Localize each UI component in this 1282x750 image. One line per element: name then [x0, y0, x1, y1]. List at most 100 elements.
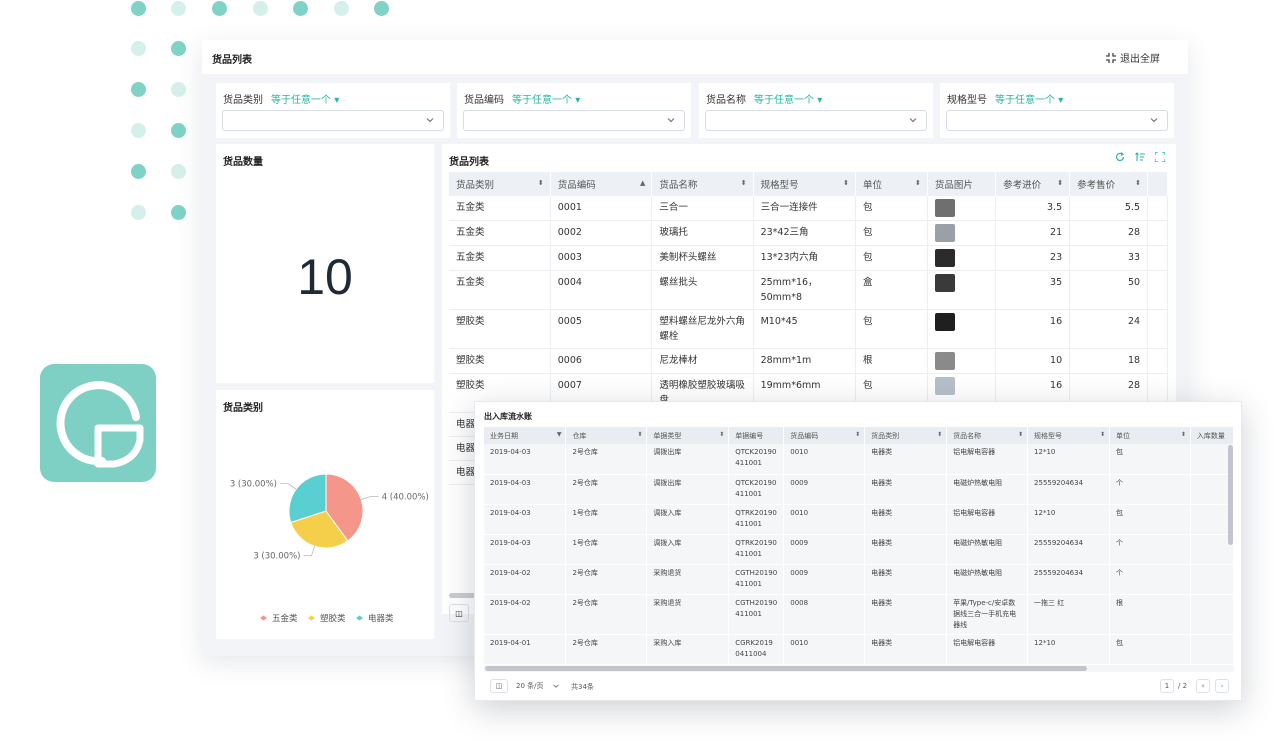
product-thumbnail[interactable]: [934, 377, 955, 395]
pie-data-label: 3 (30.00%): [253, 552, 300, 562]
product-thumbnail[interactable]: [934, 352, 955, 370]
column-settings-button[interactable]: ◫: [490, 679, 508, 693]
column-header[interactable]: 参考进价 ⬍: [995, 172, 1071, 196]
column-header[interactable]: 货品名称 ⬍: [946, 427, 1029, 444]
pie-leader-line: [279, 482, 297, 490]
cell-in-qty: [1190, 594, 1234, 635]
refresh-icon[interactable]: [1115, 152, 1125, 162]
pie-slice-1[interactable]: [325, 473, 364, 542]
column-header[interactable]: 货品编码 ▲: [550, 172, 653, 196]
column-header[interactable]: 单据类型 ⬍: [646, 427, 730, 444]
filter-select[interactable]: [222, 110, 444, 131]
fullscreen-icon[interactable]: [1155, 152, 1165, 162]
table-row[interactable]: 五金类 0004 螺丝批头 25mm*16，50mm*8 盒 35 50: [449, 270, 1168, 310]
product-thumbnail[interactable]: [934, 249, 955, 267]
cell-extra: [1147, 196, 1168, 221]
sort-icon[interactable]: [1135, 152, 1145, 162]
table-row[interactable]: 2019-04-01 2号仓库 采购入库 CGRK20190411004 0010 电器类…: [484, 634, 1234, 665]
filter-operator-label: 等于任意一个: [754, 95, 814, 106]
dashboard-header: 货品列表 退出全屏: [202, 40, 1188, 74]
table-row[interactable]: 五金类 0002 玻璃托 23*42三角包 21 28: [449, 220, 1168, 246]
column-header[interactable]: 单位 ⬍: [1109, 427, 1191, 444]
horizontal-scrollbar[interactable]: [485, 666, 1087, 671]
caret-down-icon: ▾: [1058, 95, 1064, 106]
table-row[interactable]: 五金类 0003 美制杯头螺丝 13*23内六角包 23 33: [449, 245, 1168, 271]
sort-asc-icon: ▲: [639, 179, 646, 187]
vertical-scrollbar[interactable]: [1228, 445, 1233, 545]
cell-unit: 个: [1109, 534, 1191, 565]
column-header[interactable]: 货品图片: [927, 172, 997, 196]
table-row[interactable]: 塑胶类 0006 尼龙棒材 28mm*1m 根 10 18: [449, 348, 1168, 374]
dot: [253, 1, 268, 16]
column-header-label: 规格型号: [1034, 431, 1063, 440]
cell-spec: 25559204634: [1027, 564, 1110, 595]
next-page-button[interactable]: ›: [1215, 679, 1229, 693]
cell-extra: [1147, 348, 1168, 374]
dot: [131, 41, 146, 56]
horizontal-scrollbar[interactable]: [449, 593, 489, 598]
filter-operator-dropdown[interactable]: 等于任意一个 ▾: [995, 91, 1063, 106]
cell-cost-price: 23: [995, 245, 1071, 271]
cell-in-qty: [1190, 444, 1234, 475]
cell-unit: 包: [1109, 634, 1191, 665]
column-header[interactable]: 入库数量: [1190, 427, 1234, 444]
dot: [171, 1, 186, 16]
filter-goods-category: 货品类别 等于任意一个 ▾: [216, 83, 450, 138]
table-row[interactable]: 2019-04-02 2号仓库 采购退货 CGTH20190411001 0008 电器类…: [484, 594, 1234, 635]
column-header[interactable]: 货品名称 ⬍: [651, 172, 754, 196]
product-thumbnail[interactable]: [934, 199, 955, 217]
cell-category: 五金类: [449, 220, 551, 246]
cell-image: [927, 270, 997, 310]
cell-doc-type: 调拨出库: [646, 474, 730, 505]
product-thumbnail[interactable]: [934, 274, 955, 292]
column-header[interactable]: 参考售价 ⬍: [1069, 172, 1149, 196]
cell-code: 0009: [783, 474, 866, 505]
column-header[interactable]: 仓库 ⬍: [565, 427, 648, 444]
column-header-label: 规格型号: [760, 180, 799, 191]
table-row[interactable]: 2019-04-03 2号仓库 调拨出库 QTCK20190411001 0009 电器类…: [484, 474, 1234, 505]
column-header[interactable]: 单据编号: [728, 427, 785, 444]
caret-down-icon: ▾: [817, 95, 823, 106]
column-header[interactable]: 货品类别 ⬍: [864, 427, 948, 444]
filter-operator-dropdown[interactable]: 等于任意一个 ▾: [754, 91, 822, 106]
page-size-select[interactable]: 20 条/页: [512, 679, 564, 693]
page-number-input[interactable]: 1: [1160, 679, 1174, 693]
table-row[interactable]: 2019-04-03 1号仓库 调拨入库 QTRK20190411001 0010 电器类…: [484, 504, 1234, 535]
table-row[interactable]: 2019-04-02 2号仓库 采购退货 CGTH20190411001 0009 电器类…: [484, 564, 1234, 595]
table-row[interactable]: 2019-04-03 1号仓库 调拨入库 QTRK20190411001 0009 电器类…: [484, 534, 1234, 565]
legend-item[interactable]: 塑胶类: [308, 613, 346, 624]
table-row[interactable]: 五金类 0001 三合一 三合一连接件包 3.5 5.5: [449, 196, 1168, 221]
cell-category: 电器类: [864, 634, 948, 665]
column-header[interactable]: 规格型号 ⬍: [753, 172, 856, 196]
legend-item[interactable]: 五金类: [260, 613, 298, 624]
legend-label: 五金类: [272, 613, 298, 624]
filter-label: 规格型号: [947, 95, 987, 106]
cell-unit: 个: [1109, 564, 1191, 595]
dot: [171, 205, 186, 220]
column-header[interactable]: 货品编码 ⬍: [783, 427, 866, 444]
logo-mark-icon: [56, 381, 144, 468]
cell-warehouse: 2号仓库: [565, 564, 648, 595]
column-header[interactable]: 规格型号 ⬍: [1027, 427, 1110, 444]
table-row[interactable]: 2019-04-03 2号仓库 调拨出库 QTCK20190411001 0010 电器类…: [484, 444, 1234, 475]
pie-leader-line: [303, 546, 315, 557]
product-thumbnail[interactable]: [934, 313, 955, 331]
column-header[interactable]: 货品类别 ⬍: [449, 172, 551, 196]
filter-operator-dropdown[interactable]: 等于任意一个 ▾: [271, 91, 339, 106]
legend-item[interactable]: 电器类: [356, 613, 394, 624]
popup-title: 出入库流水账: [484, 412, 532, 421]
prev-page-button[interactable]: ‹: [1196, 679, 1210, 693]
column-header[interactable]: 单位 ⬍: [855, 172, 928, 196]
cell-name: 电磁炉热敏电阻: [946, 474, 1029, 505]
exit-fullscreen-button[interactable]: 退出全屏: [1106, 50, 1160, 65]
filter-select[interactable]: [705, 110, 927, 131]
filter-select[interactable]: [946, 110, 1168, 131]
cell-category: 塑胶类: [449, 309, 551, 349]
filter-operator-dropdown[interactable]: 等于任意一个 ▾: [512, 91, 580, 106]
product-thumbnail[interactable]: [934, 224, 955, 242]
table-row[interactable]: 塑胶类 0005 塑料螺丝尼龙外六角螺栓 M10*45 包 16 24: [449, 309, 1168, 349]
filter-select[interactable]: [463, 110, 685, 131]
column-settings-button[interactable]: ◫: [449, 604, 469, 622]
column-header[interactable]: 业务日期 ▼: [484, 427, 567, 444]
chevron-right-icon: ›: [1220, 682, 1224, 690]
